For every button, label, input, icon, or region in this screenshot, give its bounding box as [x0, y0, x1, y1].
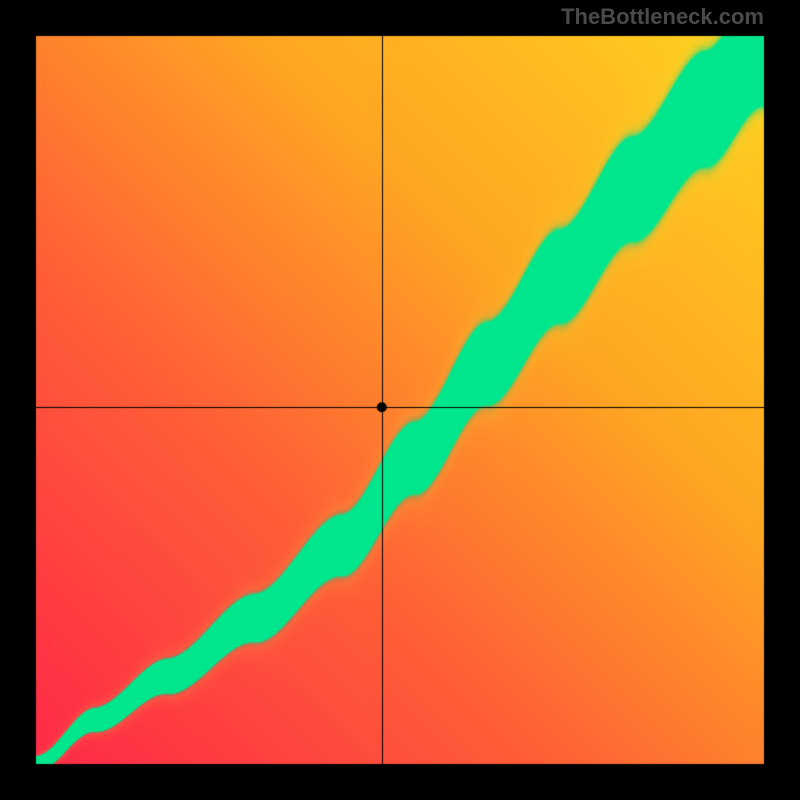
bottleneck-heatmap — [0, 0, 800, 800]
watermark-text: TheBottleneck.com — [561, 4, 764, 30]
